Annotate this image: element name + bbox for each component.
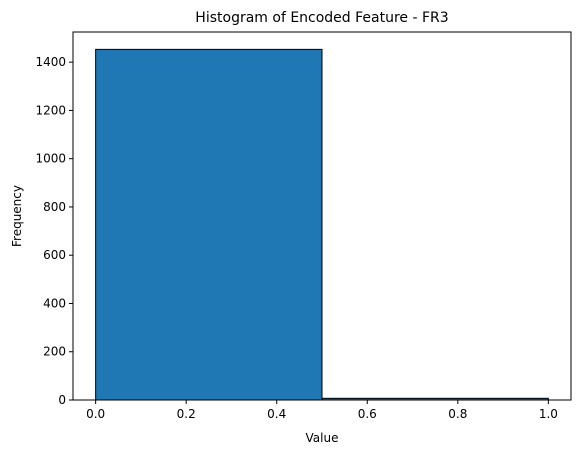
y-tick-label: 1200 — [35, 103, 66, 117]
y-tick-label: 0 — [58, 393, 66, 407]
x-tick-label: 0.0 — [86, 407, 105, 421]
x-tick-label: 0.4 — [267, 407, 286, 421]
chart-title: Histogram of Encoded Feature - FR3 — [195, 10, 448, 26]
y-tick-label: 800 — [43, 200, 66, 214]
y-tick-label: 1000 — [35, 152, 66, 166]
x-axis-ticks: 0.0 0.2 0.4 0.6 0.8 1.0 — [86, 400, 558, 421]
y-tick-label: 600 — [43, 248, 66, 262]
bars — [95, 48, 549, 401]
x-tick-label: 0.2 — [177, 407, 196, 421]
plot-frame — [72, 31, 572, 401]
y-tick-label: 400 — [43, 296, 66, 310]
y-axis-ticks: 0 200 400 600 800 1000 1200 1400 — [35, 55, 73, 407]
x-tick-label: 0.6 — [358, 407, 377, 421]
x-axis-label: Value — [306, 431, 339, 445]
x-tick-label: 1.0 — [539, 407, 558, 421]
histogram-bar-0 — [95, 48, 323, 401]
y-tick-label: 1400 — [35, 55, 66, 69]
y-tick-label: 200 — [43, 345, 66, 359]
x-tick-label: 0.8 — [448, 407, 467, 421]
y-axis-label: Frequency — [10, 185, 24, 247]
